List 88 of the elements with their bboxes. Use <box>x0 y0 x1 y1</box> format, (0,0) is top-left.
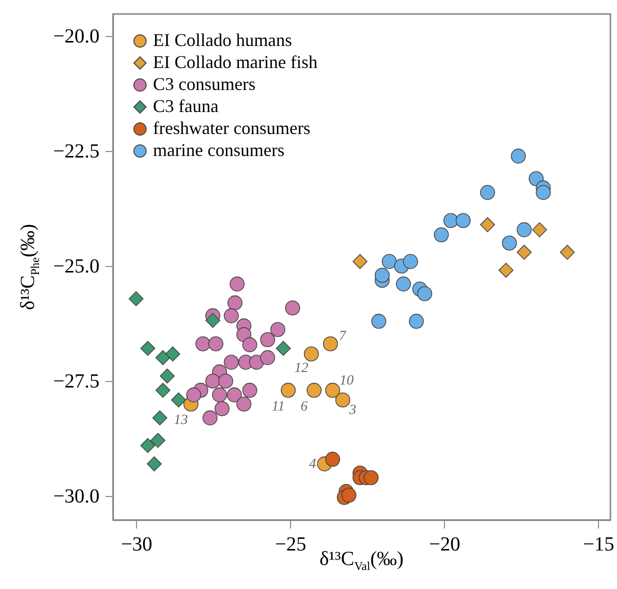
annotation: 11 <box>272 399 285 414</box>
point <box>236 396 252 412</box>
point <box>280 382 296 398</box>
x-tick-label: −15 <box>582 534 614 556</box>
point <box>560 244 575 260</box>
point <box>150 432 166 448</box>
x-tick-label: −20 <box>428 534 460 556</box>
point <box>456 213 471 228</box>
point <box>242 382 258 398</box>
y-tick-label: −27.5 <box>53 370 100 393</box>
point <box>417 286 432 302</box>
point <box>285 300 300 316</box>
point <box>195 336 210 352</box>
point <box>403 254 418 269</box>
point <box>128 291 144 306</box>
annotation: 10 <box>340 373 354 388</box>
point <box>224 354 239 370</box>
point <box>205 374 220 389</box>
point <box>335 392 350 408</box>
point <box>155 350 170 366</box>
point <box>352 254 368 269</box>
point <box>227 295 242 310</box>
point <box>536 185 551 200</box>
point <box>140 340 156 356</box>
point <box>155 382 170 398</box>
point <box>218 374 234 389</box>
point <box>480 185 495 200</box>
x-tick-label: −30 <box>120 534 152 556</box>
point <box>146 456 162 472</box>
y-tick-label: −20.0 <box>53 26 100 48</box>
point <box>270 322 286 338</box>
point <box>371 314 386 329</box>
point <box>498 262 514 278</box>
point <box>205 312 220 328</box>
point <box>510 148 526 164</box>
legend-label: freshwater consumers <box>153 118 310 138</box>
point <box>480 217 495 232</box>
point <box>202 410 218 426</box>
y-tick-label: −25.0 <box>53 256 100 278</box>
annotation: 6 <box>300 399 308 414</box>
point <box>434 227 449 242</box>
point <box>226 387 242 402</box>
y-tick-label: −22.5 <box>53 140 100 163</box>
x-tick-label: −25 <box>274 534 306 556</box>
point <box>322 336 338 352</box>
point <box>224 308 239 324</box>
point <box>364 470 379 486</box>
point <box>152 410 168 426</box>
point <box>374 268 390 283</box>
point <box>260 350 276 366</box>
point <box>186 387 202 402</box>
point <box>408 314 424 329</box>
point <box>230 276 245 292</box>
point <box>260 332 276 348</box>
point <box>214 401 230 416</box>
point <box>249 354 264 370</box>
point <box>160 368 175 384</box>
point <box>516 222 532 238</box>
point <box>396 276 411 292</box>
point <box>382 254 397 269</box>
point <box>502 236 517 251</box>
annotation: 13 <box>174 413 188 428</box>
point <box>532 222 548 238</box>
annotation: 3 <box>348 402 356 418</box>
point <box>304 346 319 362</box>
point <box>140 438 156 453</box>
point <box>171 392 186 408</box>
point <box>208 336 224 352</box>
legend-label: EI Collado marine fish <box>153 52 318 72</box>
point <box>325 452 340 467</box>
y-tick-label: −30.0 <box>53 486 100 508</box>
legend-label: C3 consumers <box>153 74 256 94</box>
point <box>165 346 180 362</box>
point <box>325 382 340 398</box>
x-axis-title: δ¹³C$_{Val}$(‰) <box>319 548 404 573</box>
point <box>212 387 228 402</box>
annotation: 4 <box>309 456 316 472</box>
annotation: 12 <box>294 360 308 376</box>
point <box>516 244 532 260</box>
point <box>443 213 458 228</box>
point <box>276 340 291 356</box>
point <box>242 337 258 352</box>
annotation: 7 <box>338 328 347 344</box>
legend-label: marine consumers <box>153 140 284 160</box>
legend-label: EI Collado humans <box>153 30 292 50</box>
point <box>341 488 356 503</box>
legend-label: C3 fauna <box>153 96 218 116</box>
point <box>306 382 322 398</box>
